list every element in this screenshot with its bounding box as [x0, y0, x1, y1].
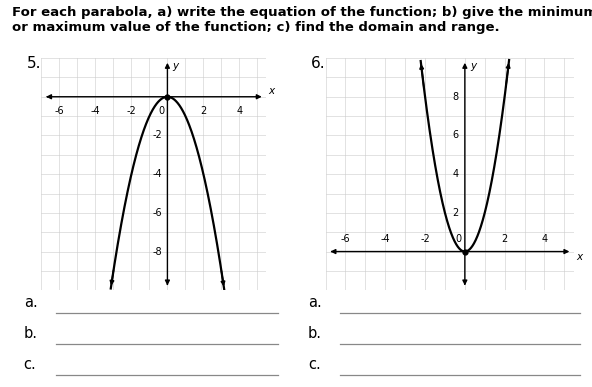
Text: For each parabola, a) write the equation of the function; b) give the minimum: For each parabola, a) write the equation…: [12, 6, 592, 19]
Text: 4: 4: [453, 169, 459, 179]
Text: c.: c.: [24, 356, 37, 372]
Text: x: x: [268, 86, 274, 96]
Text: b.: b.: [308, 325, 322, 341]
Text: 6.: 6.: [311, 56, 326, 71]
Text: -4: -4: [381, 234, 390, 244]
Text: c.: c.: [308, 356, 321, 372]
Text: -2: -2: [152, 130, 162, 140]
Text: 2: 2: [501, 234, 508, 244]
Text: -8: -8: [152, 247, 162, 257]
Text: a.: a.: [24, 295, 37, 310]
Text: x: x: [576, 252, 583, 262]
Text: -6: -6: [340, 234, 350, 244]
Text: 8: 8: [453, 92, 459, 102]
Text: 4: 4: [236, 106, 243, 116]
Text: 4: 4: [541, 234, 548, 244]
Text: y: y: [172, 61, 178, 71]
Text: -4: -4: [91, 106, 100, 116]
Text: 2: 2: [200, 106, 207, 116]
Text: 6: 6: [453, 130, 459, 140]
Text: y: y: [470, 61, 476, 71]
Text: a.: a.: [308, 295, 321, 310]
Text: -6: -6: [152, 208, 162, 218]
Text: or maximum value of the function; c) find the domain and range.: or maximum value of the function; c) fin…: [12, 21, 500, 34]
Text: 0: 0: [456, 234, 462, 244]
Text: -4: -4: [152, 169, 162, 179]
Text: -2: -2: [420, 234, 430, 244]
Text: -6: -6: [54, 106, 65, 116]
Text: b.: b.: [24, 325, 38, 341]
Text: -2: -2: [127, 106, 136, 116]
Text: 0: 0: [159, 106, 165, 116]
Text: 2: 2: [453, 208, 459, 218]
Text: 5.: 5.: [27, 56, 41, 71]
